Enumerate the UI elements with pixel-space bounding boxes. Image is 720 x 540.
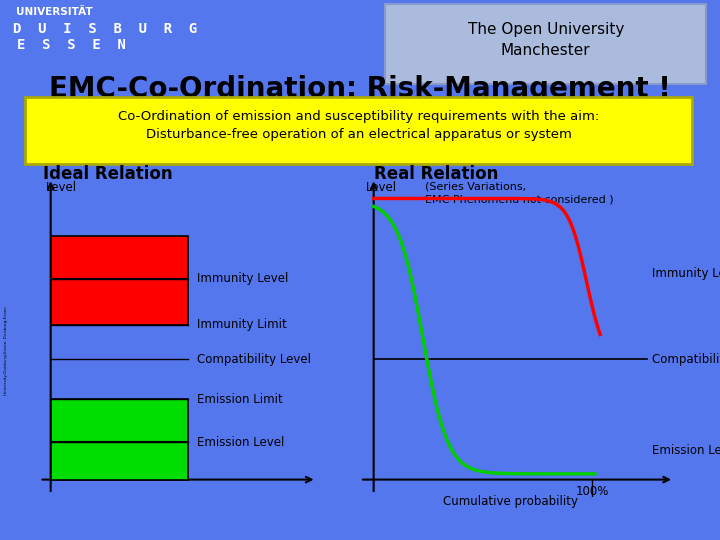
Text: D  U  I  S  B  U  R  G: D U I S B U R G bbox=[13, 22, 197, 36]
Text: Level: Level bbox=[46, 181, 77, 194]
Text: Compatibility Level: Compatibility Level bbox=[652, 353, 720, 366]
Text: (Series Variations,
EMC Phenomena not considered ): (Series Variations, EMC Phenomena not co… bbox=[425, 182, 613, 204]
Text: Emission Level: Emission Level bbox=[197, 436, 284, 449]
Text: Immunity Level: Immunity Level bbox=[197, 272, 288, 285]
Bar bbox=[50, 399, 188, 480]
Text: Immunity Limit: Immunity Limit bbox=[197, 318, 287, 331]
Text: UNIVERSITÄT: UNIVERSITÄT bbox=[16, 6, 93, 17]
Text: EMC-Co-Ordination: Risk-Management !: EMC-Co-Ordination: Risk-Management ! bbox=[49, 75, 671, 103]
Text: Emission Level: Emission Level bbox=[652, 444, 720, 457]
Text: 100%: 100% bbox=[575, 485, 608, 498]
Text: Immunity Level: Immunity Level bbox=[652, 267, 720, 280]
Text: University-Duisburg-Essen, Duisburg-Essen: University-Duisburg-Essen, Duisburg-Esse… bbox=[4, 307, 9, 395]
Text: E  S  S  E  N: E S S E N bbox=[17, 38, 126, 52]
Bar bbox=[50, 236, 188, 325]
FancyBboxPatch shape bbox=[385, 4, 706, 84]
Text: Co-Ordination of emission and susceptibility requirements with the aim:
Disturba: Co-Ordination of emission and susceptibi… bbox=[118, 110, 599, 141]
Text: Compatibility Level: Compatibility Level bbox=[197, 353, 311, 366]
Text: Cumulative probability: Cumulative probability bbox=[443, 495, 577, 508]
Text: Emission Limit: Emission Limit bbox=[197, 393, 283, 406]
Text: Ideal Relation: Ideal Relation bbox=[43, 165, 173, 183]
Text: The Open University
Manchester: The Open University Manchester bbox=[467, 22, 624, 58]
Text: Real Relation: Real Relation bbox=[374, 165, 499, 183]
FancyBboxPatch shape bbox=[25, 97, 692, 164]
Text: Level: Level bbox=[366, 181, 397, 194]
